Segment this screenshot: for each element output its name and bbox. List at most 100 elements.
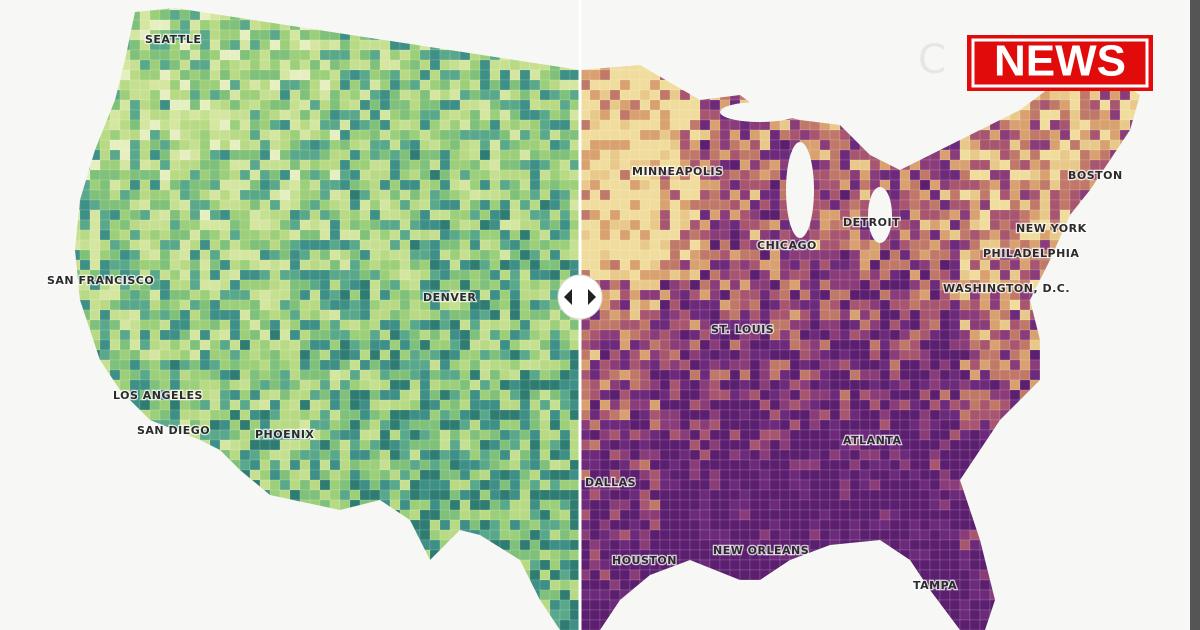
county-cell — [559, 239, 571, 251]
county-cell — [509, 279, 521, 291]
county-cell — [439, 309, 451, 321]
county-cell — [679, 239, 691, 251]
county-cell — [129, 229, 141, 241]
county-cell — [849, 8, 861, 11]
county-cell — [459, 529, 471, 541]
county-cell — [99, 569, 111, 581]
county-cell — [239, 269, 251, 281]
county-cell — [539, 239, 551, 251]
county-cell — [369, 269, 381, 281]
county-cell — [839, 599, 851, 611]
county-cell — [519, 129, 531, 141]
county-cell — [699, 499, 711, 511]
county-cell — [319, 589, 331, 601]
county-cell — [379, 519, 391, 531]
county-cell — [119, 319, 131, 331]
county-cell — [119, 149, 131, 161]
county-cell — [75, 189, 81, 201]
county-cell — [669, 49, 681, 61]
county-cell — [549, 619, 561, 630]
county-cell — [629, 429, 641, 441]
county-cell — [429, 349, 441, 361]
county-cell — [839, 159, 851, 171]
county-cell — [789, 589, 801, 601]
county-cell — [799, 409, 811, 421]
county-cell — [749, 189, 761, 201]
county-cell — [759, 279, 771, 291]
county-cell — [169, 309, 181, 321]
county-cell — [549, 559, 561, 571]
county-cell — [289, 449, 301, 461]
county-cell — [389, 529, 401, 541]
county-cell — [669, 359, 681, 371]
county-cell — [499, 559, 511, 571]
county-cell — [829, 19, 841, 31]
county-cell — [819, 389, 831, 401]
county-cell — [149, 319, 161, 331]
county-cell — [789, 569, 801, 581]
county-cell — [369, 189, 381, 201]
county-cell — [599, 99, 611, 111]
county-cell — [349, 189, 361, 201]
county-cell — [99, 239, 111, 251]
county-cell — [829, 109, 841, 121]
county-cell — [179, 119, 191, 131]
county-cell — [449, 389, 461, 401]
county-cell — [789, 269, 801, 281]
county-cell — [299, 539, 311, 551]
county-cell — [159, 219, 171, 231]
county-cell — [419, 489, 431, 501]
county-cell — [399, 149, 411, 161]
county-cell — [349, 469, 361, 481]
county-cell — [179, 469, 191, 481]
county-cell — [419, 29, 431, 41]
county-cell — [619, 359, 631, 371]
county-cell — [529, 499, 541, 511]
county-cell — [519, 99, 531, 111]
county-cell — [449, 109, 461, 121]
county-cell — [129, 369, 141, 381]
county-cell — [799, 439, 811, 451]
county-cell — [539, 339, 551, 351]
county-cell — [109, 329, 121, 341]
county-cell — [60, 400, 70, 410]
county-cell — [419, 589, 431, 601]
county-cell — [449, 249, 461, 261]
county-cell — [419, 209, 431, 221]
county-cell — [599, 209, 611, 221]
county-cell — [639, 259, 651, 271]
county-cell — [349, 559, 361, 571]
county-cell — [199, 559, 211, 571]
county-cell — [169, 349, 181, 361]
county-cell — [359, 439, 371, 451]
county-cell — [659, 89, 671, 101]
county-cell — [759, 589, 771, 601]
county-cell — [409, 229, 421, 241]
county-cell — [659, 309, 671, 321]
county-cell — [60, 250, 70, 260]
county-cell — [439, 39, 451, 51]
county-cell — [469, 379, 481, 391]
county-cell — [509, 209, 521, 221]
county-cell — [629, 189, 641, 201]
county-cell — [759, 339, 771, 351]
county-cell — [299, 69, 311, 81]
county-cell — [279, 219, 291, 231]
county-cell — [309, 299, 321, 311]
county-cell — [639, 139, 651, 151]
county-cell — [149, 369, 161, 381]
county-cell — [609, 229, 621, 241]
county-cell — [239, 309, 251, 321]
county-cell — [829, 179, 841, 191]
county-cell — [329, 349, 341, 361]
county-cell — [689, 479, 701, 491]
county-cell — [709, 249, 721, 261]
county-cell — [409, 439, 421, 451]
county-cell — [469, 279, 481, 291]
county-cell — [749, 289, 761, 301]
county-cell — [839, 179, 851, 191]
county-cell — [419, 539, 431, 551]
county-cell — [75, 469, 81, 481]
county-cell — [89, 439, 101, 451]
county-cell — [599, 519, 611, 531]
